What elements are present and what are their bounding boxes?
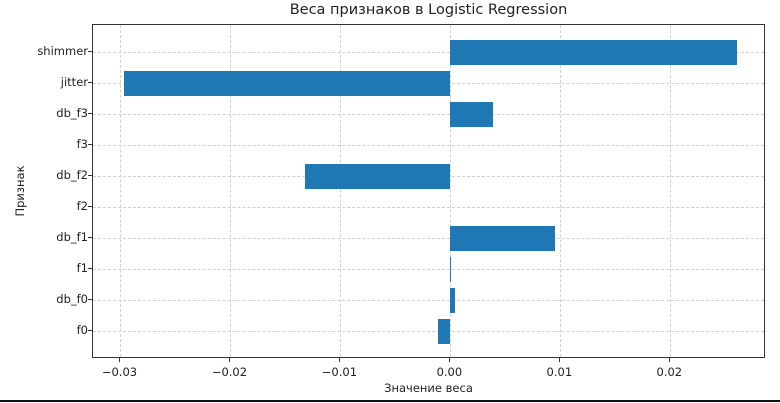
grid-line-horizontal: [93, 238, 764, 239]
grid-line-horizontal: [93, 300, 764, 301]
chart-title: Веса признаков в Logistic Regression: [289, 2, 568, 18]
grid-line-vertical: [560, 25, 562, 357]
x-tick-mark: [559, 358, 561, 362]
y-tick-mark: [88, 144, 92, 145]
bar-db_f2: [305, 163, 451, 189]
grid-line-horizontal: [93, 269, 764, 270]
y-tick-label: f3: [76, 137, 88, 151]
x-tick-label: −0.03: [101, 365, 138, 379]
bar-db_f1: [450, 225, 555, 251]
grid-line-vertical: [670, 25, 672, 357]
grid-line-horizontal: [93, 145, 764, 146]
x-tick-label: −0.02: [211, 365, 248, 379]
grid-line-vertical: [120, 25, 122, 357]
plot-area: [92, 24, 765, 358]
x-tick-mark: [449, 358, 451, 362]
grid-line-horizontal: [93, 207, 764, 208]
y-tick-mark: [88, 175, 92, 176]
y-tick-label: db_f2: [56, 168, 88, 182]
y-tick-label: db_f1: [56, 230, 88, 244]
x-tick-mark: [339, 358, 341, 362]
y-tick-mark: [88, 82, 92, 83]
y-tick-label: f0: [76, 323, 88, 337]
bar-f1: [450, 256, 452, 282]
y-tick-mark: [88, 237, 92, 238]
y-tick-label: shimmer: [37, 44, 88, 58]
y-tick-mark: [88, 330, 92, 331]
y-tick-label: jitter: [60, 75, 88, 89]
x-tick-mark: [229, 358, 231, 362]
y-axis-label: Признак: [13, 165, 27, 217]
grid-line-vertical: [450, 25, 452, 357]
x-tick-label: 0.00: [436, 365, 463, 379]
y-tick-mark: [88, 51, 92, 52]
y-tick-label: db_f0: [56, 292, 88, 306]
bar-f0: [438, 318, 451, 344]
x-tick-label: −0.01: [321, 365, 358, 379]
x-tick-label: 0.02: [656, 365, 683, 379]
y-tick-mark: [88, 113, 92, 114]
x-tick-mark: [119, 358, 121, 362]
y-tick-label: f1: [76, 261, 88, 275]
bar-db_f0: [450, 287, 455, 313]
bar-jitter: [123, 70, 451, 96]
y-tick-label: f2: [76, 199, 88, 213]
grid-line-horizontal: [93, 52, 764, 53]
x-tick-mark: [669, 358, 671, 362]
grid-line-horizontal: [93, 331, 764, 332]
x-tick-label: 0.01: [546, 365, 573, 379]
bar-db_f3: [450, 101, 494, 127]
grid-line-vertical: [230, 25, 232, 357]
grid-line-horizontal: [93, 114, 764, 115]
x-axis-label: Значение веса: [384, 381, 473, 395]
y-tick-mark: [88, 299, 92, 300]
y-tick-label: db_f3: [56, 106, 88, 120]
bar-shimmer: [450, 39, 738, 65]
y-tick-mark: [88, 268, 92, 269]
grid-line-vertical: [340, 25, 342, 357]
y-tick-mark: [88, 206, 92, 207]
bottom-divider: [0, 400, 780, 402]
